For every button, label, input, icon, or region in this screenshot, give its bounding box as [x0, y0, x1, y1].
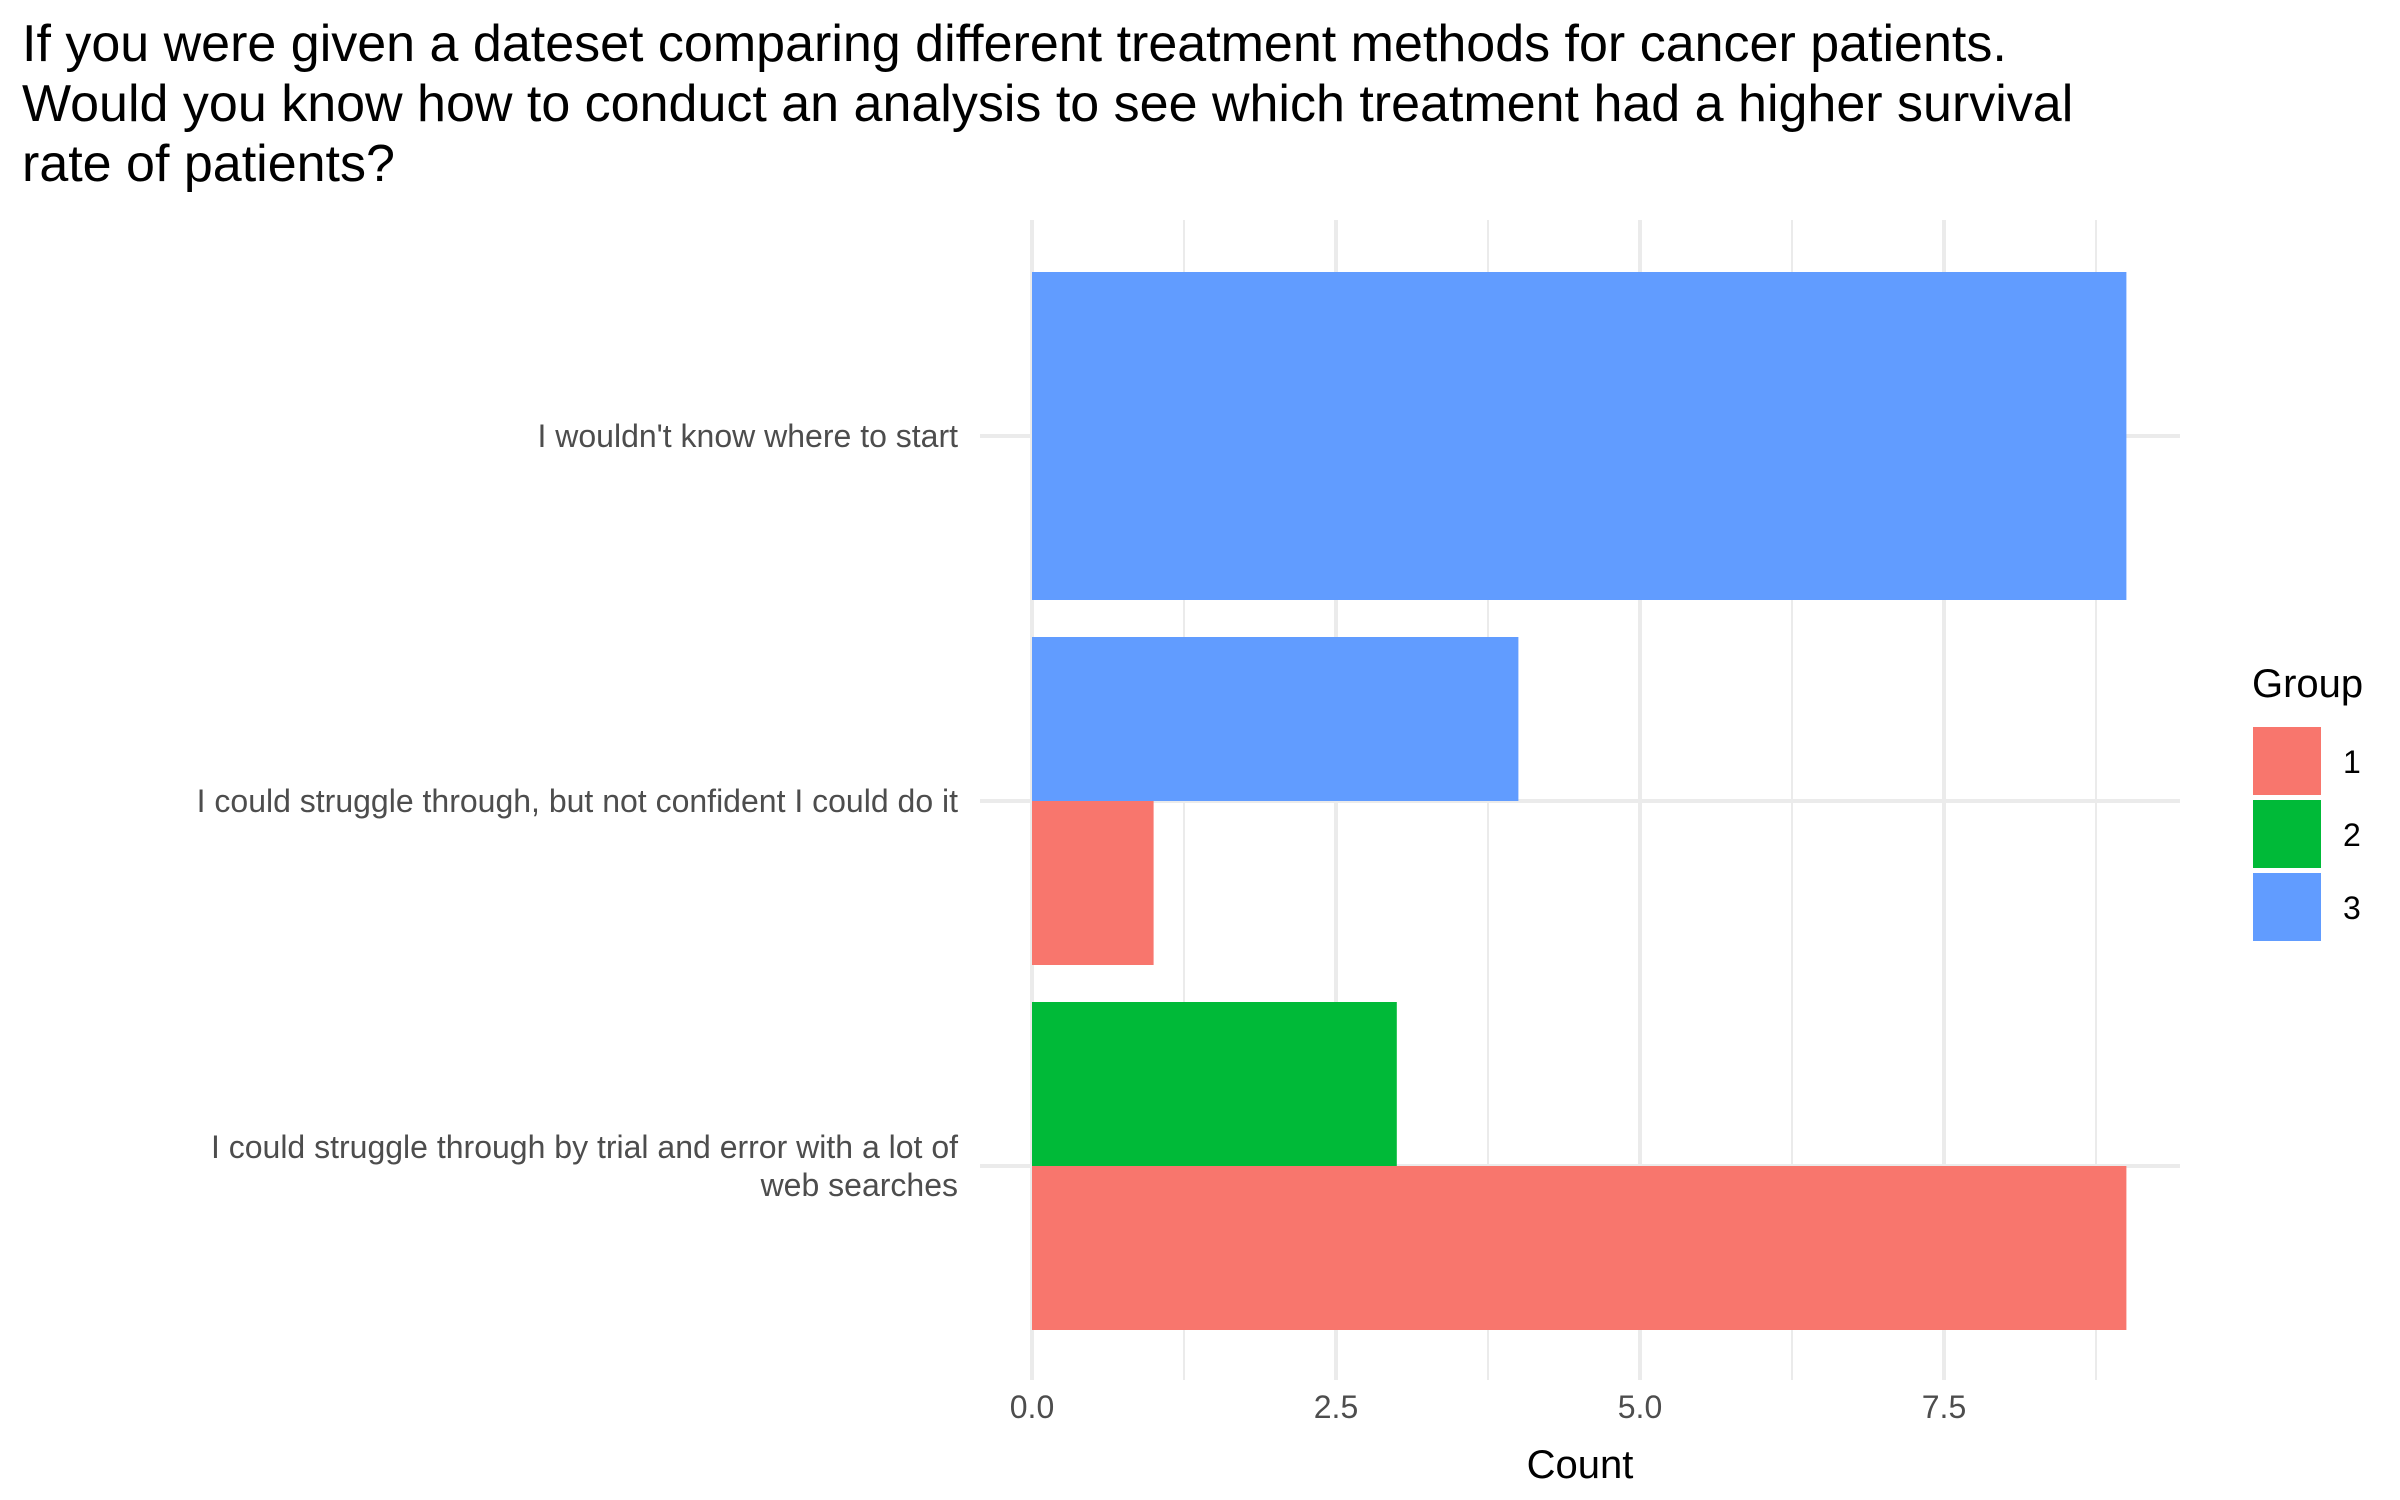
legend-swatch-1 — [2253, 727, 2321, 795]
legend: Group 1 2 3 — [2252, 662, 2363, 941]
legend-swatch-3 — [2253, 873, 2321, 941]
y-axis-labels: I wouldn't know where to start I could st… — [197, 418, 959, 1203]
x-tick-label: 0.0 — [1010, 1389, 1054, 1425]
y-tick-label: web searches — [760, 1167, 958, 1203]
x-axis-title: Count — [1527, 1443, 1634, 1487]
bar-group-2-cat-3 — [1032, 1002, 1397, 1166]
legend-label-2: 2 — [2343, 817, 2361, 853]
x-tick-label: 5.0 — [1618, 1389, 1662, 1425]
y-tick-label: I could struggle through, but not confid… — [197, 783, 959, 819]
x-tick-label: 2.5 — [1314, 1389, 1358, 1425]
legend-items: 1 2 3 — [2253, 727, 2361, 941]
legend-label-1: 1 — [2343, 744, 2361, 780]
bar-group-3-cat-2 — [1032, 637, 1519, 801]
legend-title: Group — [2252, 662, 2363, 706]
y-tick-label: I wouldn't know where to start — [537, 418, 958, 454]
x-axis-labels: 0.0 2.5 5.0 7.5 — [1010, 1389, 1966, 1425]
x-tick-label: 7.5 — [1922, 1389, 1966, 1425]
legend-swatch-2 — [2253, 800, 2321, 868]
bar-group-3-cat-1 — [1032, 272, 2127, 600]
bar-group-1-cat-3 — [1032, 1166, 2127, 1330]
bars — [1032, 272, 2127, 1330]
chart-title: If you were given a dateset comparing di… — [22, 15, 2074, 193]
bar-group-1-cat-2 — [1032, 801, 1154, 965]
y-tick-label: I could struggle through by trial and er… — [211, 1129, 958, 1165]
legend-label-3: 3 — [2343, 890, 2361, 926]
